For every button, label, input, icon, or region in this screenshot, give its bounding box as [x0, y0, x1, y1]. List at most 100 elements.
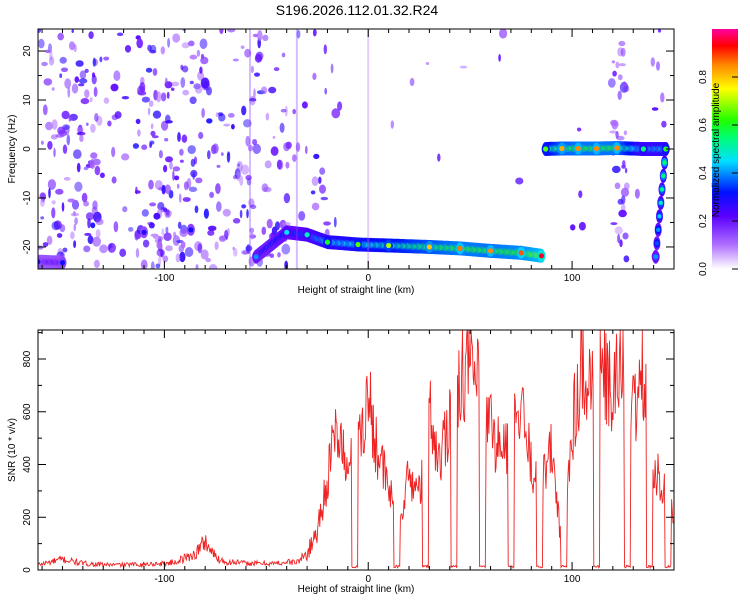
heatmap-speck [73, 149, 82, 160]
heatmap-speck [169, 161, 173, 170]
heatmap-speck [137, 129, 141, 137]
heatmap-speck [570, 224, 576, 231]
heatmap-speck [193, 83, 201, 90]
heatmap-speck [181, 134, 188, 143]
heatmap-speck [79, 70, 87, 80]
heatmap-speck [99, 244, 108, 254]
heatmap-speck [207, 230, 215, 236]
heatmap-speck [237, 163, 240, 167]
heatmap-speck [91, 206, 98, 215]
heatmap-speck [38, 29, 42, 33]
y-tick-label: -20 [22, 239, 33, 254]
heatmap-speck [157, 202, 165, 211]
x-tick-label: -100 [154, 273, 174, 284]
heatmap-speck [227, 113, 235, 118]
heatmap-speck [179, 228, 188, 238]
heatmap-speck [244, 48, 252, 58]
heatmap-speck [67, 87, 71, 98]
heatmap-speck [311, 176, 319, 187]
heatmap-speck [634, 188, 640, 199]
heatmap-speck [158, 236, 164, 241]
heatmap-speck [236, 171, 241, 182]
heatmap-speck [150, 123, 154, 130]
heatmap-speck [615, 61, 620, 69]
heatmap-speck [277, 252, 281, 258]
heatmap-speck [243, 119, 252, 128]
heatmap-speck [216, 201, 222, 212]
heatmap-speck [94, 165, 101, 176]
heatmap-speck [618, 40, 626, 47]
heatmap-speck [139, 82, 146, 93]
snr-ticks: -100 0 100 0 200 400 600 800 [22, 330, 675, 585]
heatmap-speck [217, 112, 224, 117]
heatmap-speck [84, 89, 90, 99]
snr-y-axis-label: SNR (10 * v/v) [7, 418, 18, 482]
heatmap-speck [195, 264, 199, 269]
heatmap-speck [218, 235, 226, 242]
heatmap-speck [208, 264, 218, 269]
heatmap-speck [121, 153, 130, 161]
band-point [653, 254, 659, 260]
heatmap-speck [254, 53, 263, 63]
band-point [355, 241, 361, 248]
band-point [559, 145, 565, 152]
heatmap-speck [194, 84, 203, 94]
heatmap-speck [181, 65, 189, 73]
heatmap-speck [618, 63, 626, 67]
heatmap-speck [73, 240, 77, 249]
band-point [38, 259, 41, 265]
heatmap-speck [74, 217, 78, 225]
heatmap-speck [136, 38, 143, 49]
heatmap-speck [172, 33, 181, 43]
heatmap-speck [499, 29, 508, 39]
heatmap-speck [198, 131, 204, 140]
heatmap-speck [73, 223, 77, 232]
heatmap-speck [51, 221, 60, 231]
heatmap-speck [40, 140, 44, 145]
heatmap-speck [51, 207, 56, 219]
heatmap-speck [200, 249, 209, 260]
heatmap-speck [61, 110, 70, 120]
heatmap-speck [197, 71, 205, 81]
heatmap-speck [122, 206, 128, 213]
heatmap-speck [200, 77, 210, 89]
heatmap-speck [296, 29, 301, 39]
heatmap-speck [219, 29, 224, 35]
heatmap-speck [167, 37, 171, 48]
band-cell [661, 173, 666, 179]
heatmap-speck [134, 190, 141, 194]
heatmap-speck [48, 187, 51, 199]
heatmap-speck [51, 119, 58, 130]
upper-band [541, 141, 670, 264]
heatmap-speck [110, 247, 114, 253]
heatmap-speck [260, 86, 268, 95]
heatmap-speck [621, 164, 626, 169]
band-point [324, 239, 331, 245]
heatmap-speck [220, 152, 224, 156]
heatmap-speck [333, 216, 337, 228]
heatmap-speck [158, 255, 162, 266]
heatmap-speck [111, 146, 116, 158]
heatmap-speck [609, 130, 618, 134]
heatmap-speck [162, 255, 169, 263]
heatmap-speck [197, 243, 203, 254]
heatmap-speck [49, 49, 53, 61]
heatmap-speck [107, 120, 112, 127]
heatmap-speck [164, 184, 171, 194]
band-point [640, 146, 647, 152]
heatmap-speck [45, 121, 53, 131]
heatmap-speck [149, 142, 153, 149]
heatmap-speck [247, 144, 254, 152]
heatmap-streak [249, 29, 251, 269]
heatmap-speck [176, 183, 180, 189]
heatmap-speck [86, 122, 89, 126]
heatmap-speck [182, 89, 190, 96]
heatmap-speck [201, 108, 205, 118]
heatmap-speck [38, 38, 45, 49]
heatmap-speck [43, 78, 53, 86]
heatmap-speck [651, 107, 659, 111]
heatmap-speck [310, 190, 316, 195]
heatmap-streak [367, 29, 370, 269]
heatmap-speck [70, 231, 75, 240]
heatmap-speck [619, 81, 629, 93]
